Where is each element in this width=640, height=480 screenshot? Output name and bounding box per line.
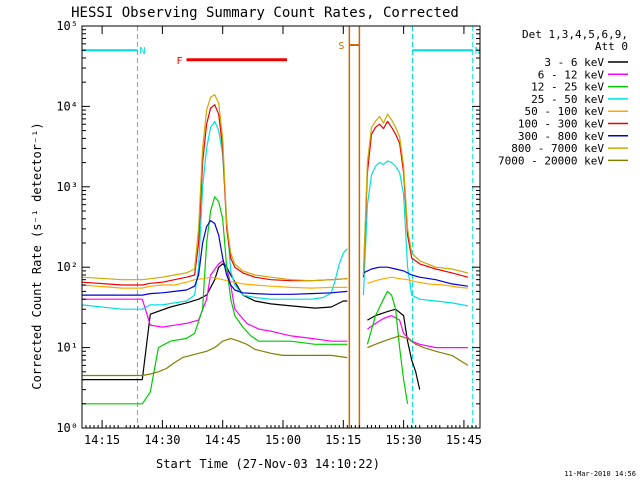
y-tick-label: 10² [56,260,78,274]
chart-title: HESSI Observing Summary Count Rates, Cor… [71,5,459,21]
y-tick-label: 10³ [56,180,78,194]
x-tick-label: 15:15 [325,433,361,447]
series-line-50-100-kev [81,276,468,289]
y-axis-label: Corrected Count Rate (s⁻¹ detector⁻¹) [30,122,44,389]
flare-marker-label: F [177,56,183,67]
x-tick-label: 14:45 [205,433,241,447]
legend-label: 100 - 300 keV [518,118,604,131]
y-tick-label: 10⁵ [56,19,78,33]
x-tick-label: 14:15 [84,433,120,447]
legend-label: 12 - 25 keV [531,81,604,94]
series-layer [81,94,469,405]
x-axis-label: Start Time (27-Nov-03 14:10:22) [156,457,380,471]
x-tick-label: 15:00 [265,433,301,447]
plot-frame [81,25,481,429]
series-line-800-7000-kev [81,94,469,282]
legend-label: 800 - 7000 keV [511,142,604,155]
saa-marker-label: S [338,41,344,52]
x-tick-label: 14:30 [144,433,180,447]
legend-label: 300 - 800 keV [518,130,604,143]
series-line-6-12-kev [82,260,468,349]
series-line-7000-20000-kev [82,335,469,377]
series-line-25-50-kev [81,120,469,310]
legend-label: 6 - 12 keV [538,68,605,81]
night-marker-label: N [475,46,481,57]
y-tick-label: 10¹ [56,341,78,355]
y-tick-label: 10⁰ [56,421,78,435]
footer-timestamp: 11-Mar-2010 14:56 [564,470,636,478]
annotation-layer: N N F S [82,26,481,428]
legend-label: 7000 - 20000 keV [498,154,604,167]
y-tick-label: 10⁴ [56,99,78,113]
legend-header: Det 1,3,4,5,6,9, [522,28,628,41]
y-axis-label-group: Corrected Count Rate (s⁻¹ detector⁻¹) [30,122,44,389]
legend-header: Att 0 [595,40,628,53]
legend-label: 25 - 50 keV [531,93,604,106]
x-tick-label: 15:45 [446,433,482,447]
series-line-100-300-kev [81,104,469,286]
series-line-300-800-kev [82,220,468,296]
legend-label: 3 - 6 keV [544,56,604,69]
series-line-3-6-kev [82,263,421,390]
legend-label: 50 - 100 keV [525,105,605,118]
x-tick-label: 15:30 [386,433,422,447]
series-line-12-25-kev [82,196,409,405]
night-marker-label: N [139,46,145,57]
axes-layer: 14:15 14:30 14:45 15:00 15:15 15:30 15:45 10⁰ 10… [56,19,482,447]
